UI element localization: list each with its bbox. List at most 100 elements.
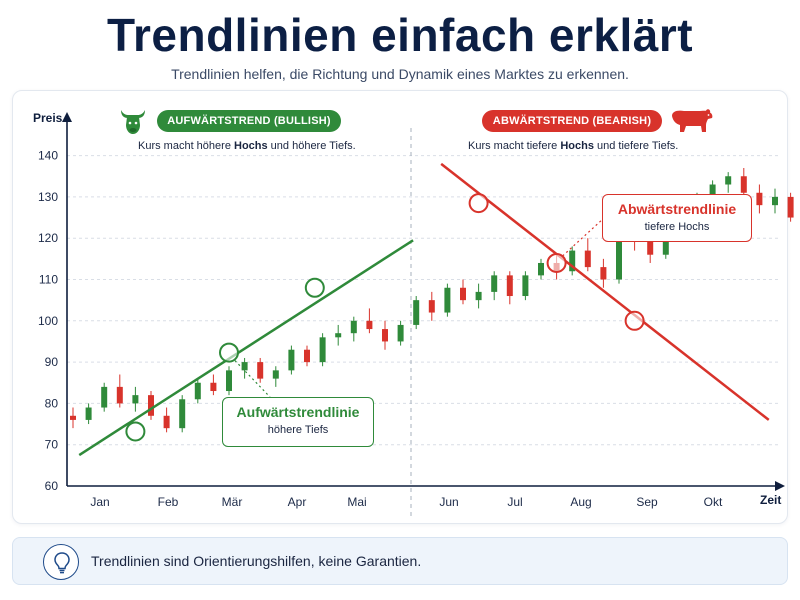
candle-up (350, 316, 357, 342)
candle-body (616, 221, 622, 280)
candle-body (272, 370, 279, 379)
candle-down (584, 238, 591, 272)
candle-down (148, 391, 154, 420)
candle-body (569, 250, 576, 272)
downtrend-callout-pointer (562, 217, 605, 257)
uptrend-description: Kurs macht höhere Hochs und höhere Tiefs… (138, 140, 356, 152)
downtrend-callout-subtitle: tiefere Hochs (644, 221, 710, 233)
candle-body (241, 362, 248, 371)
candle-up (444, 283, 451, 317)
candle-body (772, 196, 778, 206)
downtrend-touch-point (546, 252, 567, 273)
candle-up (272, 366, 279, 387)
chart-card (12, 90, 788, 524)
page-subtitle: Trendlinien helfen, die Richtung und Dyn… (171, 66, 629, 82)
downtrend-callout-title: Abwärtstrendlinie (617, 201, 737, 217)
candle-body (319, 337, 326, 363)
candle-up (226, 366, 232, 396)
x-axis-arrow (775, 481, 785, 491)
uptrend-touch-point (304, 277, 325, 298)
candle-body (148, 395, 154, 416)
candle-body (163, 415, 170, 429)
downtrend-callout: Abwärtstrendlinie tiefere Hochs (602, 194, 752, 242)
uptrend-callout-title: Aufwärtstrendlinie (236, 404, 360, 420)
candle-body (740, 176, 747, 193)
candle-up (725, 172, 732, 193)
downtrend-line (440, 162, 770, 421)
x-tick-label: Mai (347, 495, 366, 509)
y-axis-arrow (62, 112, 72, 122)
y-tick-label: 70 (45, 438, 59, 452)
bull-icon (121, 110, 145, 134)
candle-body (288, 349, 295, 371)
candle-down (787, 192, 794, 222)
candle-up (475, 283, 482, 309)
candle-up (85, 403, 92, 425)
y-tick-label: 100 (38, 314, 58, 328)
candle-down (382, 320, 388, 350)
candle-up (288, 345, 295, 375)
candle-down (428, 291, 435, 321)
lightbulb-icon (43, 544, 79, 580)
y-tick-label: 110 (39, 273, 58, 287)
candle-up (569, 246, 576, 276)
candle-down (756, 184, 763, 214)
y-tick-label: 130 (38, 190, 58, 204)
x-tick-label: Jul (507, 495, 522, 509)
trendlines (78, 162, 770, 457)
bear-icon (672, 109, 713, 132)
candle-up (179, 395, 186, 433)
candle-body (70, 415, 76, 420)
uptrend-callout: Aufwärtstrendlinie höhere Tiefs (222, 397, 374, 447)
candle-body (304, 349, 310, 363)
candle-body (413, 300, 420, 325)
x-tick-label: Jan (90, 495, 109, 509)
candle-up (491, 271, 498, 301)
info-note-text: Trendlinien sind Orientierungshilfen, ke… (91, 553, 422, 569)
candle-body (226, 370, 232, 392)
candle-down (163, 407, 170, 433)
candle-body (538, 262, 544, 276)
y-tick-label: 60 (45, 479, 59, 493)
x-tick-label: Aug (570, 495, 591, 509)
candle-up (101, 382, 108, 412)
candle-body (116, 386, 123, 404)
uptrend-touch-point (125, 421, 146, 442)
x-tick-label: Sep (636, 495, 658, 509)
candle-body (179, 399, 186, 429)
x-tick-label: Jun (439, 495, 458, 509)
candle-body (662, 234, 669, 255)
candle-down (506, 271, 513, 305)
candles (70, 167, 794, 433)
candle-up (397, 320, 404, 346)
candle-body (132, 395, 139, 404)
candle-body (756, 192, 763, 206)
candle-down (116, 374, 123, 408)
candle-body (85, 407, 92, 420)
downtrend-touch-point (624, 310, 645, 331)
chart-grid (67, 155, 778, 446)
candle-body (787, 196, 794, 218)
candle-body (350, 320, 357, 334)
candle-body (506, 275, 513, 297)
candle-down (600, 258, 607, 288)
candle-body (335, 333, 342, 338)
candle-up (319, 333, 326, 367)
candle-up (772, 188, 778, 214)
x-axis-ticks: Jan Feb Mär Apr Mai Jun Jul Aug Sep Okt (90, 495, 723, 509)
y-axis-ticks: 60 70 80 90 100 110 120 130 140 (38, 149, 58, 493)
uptrend-line (78, 239, 414, 457)
x-tick-label: Feb (158, 495, 179, 509)
x-tick-label: Mär (222, 495, 243, 509)
candle-up (194, 378, 201, 404)
candle-down (210, 374, 217, 396)
downtrend-description: Kurs macht tiefere Hochs und tiefere Tie… (468, 140, 679, 152)
y-tick-label: 120 (38, 231, 58, 245)
candle-body (725, 176, 732, 185)
candle-down (460, 279, 466, 305)
candle-body (584, 250, 591, 268)
candle-body (600, 267, 607, 280)
axes (62, 112, 785, 491)
candle-body (709, 184, 716, 197)
